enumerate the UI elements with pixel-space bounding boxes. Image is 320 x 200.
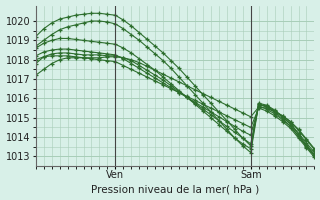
- X-axis label: Pression niveau de la mer( hPa ): Pression niveau de la mer( hPa ): [91, 184, 259, 194]
